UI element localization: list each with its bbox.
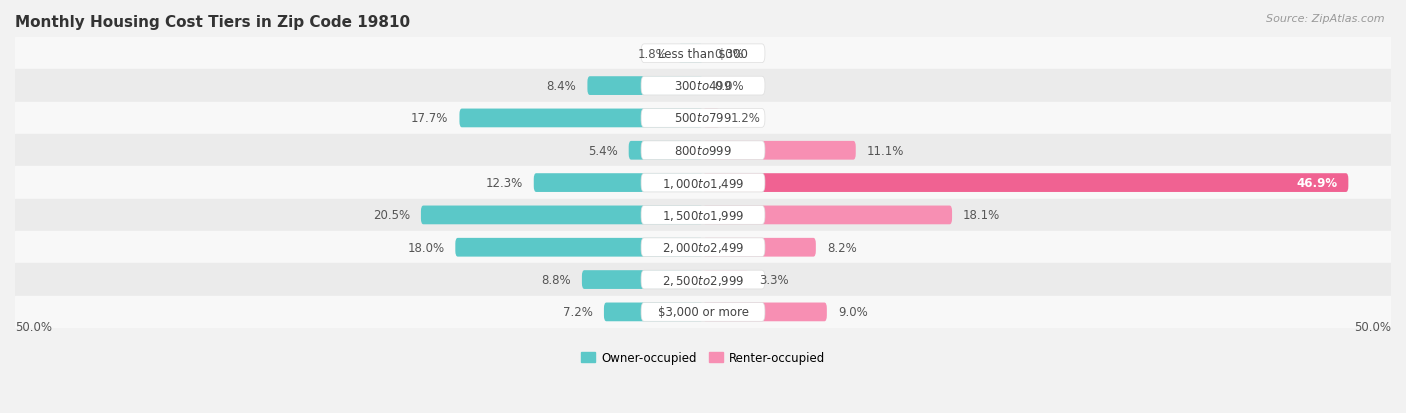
FancyBboxPatch shape: [605, 303, 703, 321]
FancyBboxPatch shape: [703, 271, 748, 289]
FancyBboxPatch shape: [641, 45, 765, 64]
Text: 8.4%: 8.4%: [547, 80, 576, 93]
Text: $2,500 to $2,999: $2,500 to $2,999: [662, 273, 744, 287]
FancyBboxPatch shape: [420, 206, 703, 225]
FancyBboxPatch shape: [703, 303, 827, 321]
Bar: [15, 296, 1391, 328]
Text: Source: ZipAtlas.com: Source: ZipAtlas.com: [1267, 14, 1385, 24]
Text: 3.3%: 3.3%: [759, 273, 789, 286]
FancyBboxPatch shape: [641, 206, 765, 225]
Text: Less than $300: Less than $300: [658, 47, 748, 61]
Bar: [15, 135, 1391, 167]
Text: 1.2%: 1.2%: [731, 112, 761, 125]
Text: 7.2%: 7.2%: [562, 306, 593, 318]
Text: $500 to $799: $500 to $799: [673, 112, 733, 125]
Text: 50.0%: 50.0%: [1354, 320, 1391, 333]
Text: 18.1%: 18.1%: [963, 209, 1000, 222]
Text: 9.0%: 9.0%: [838, 306, 868, 318]
FancyBboxPatch shape: [703, 206, 952, 225]
FancyBboxPatch shape: [582, 271, 703, 289]
Text: 8.8%: 8.8%: [541, 273, 571, 286]
Text: Monthly Housing Cost Tiers in Zip Code 19810: Monthly Housing Cost Tiers in Zip Code 1…: [15, 15, 411, 30]
Text: $1,000 to $1,499: $1,000 to $1,499: [662, 176, 744, 190]
FancyBboxPatch shape: [534, 174, 703, 192]
Text: 20.5%: 20.5%: [373, 209, 411, 222]
FancyBboxPatch shape: [641, 303, 765, 321]
Text: $2,000 to $2,499: $2,000 to $2,499: [662, 241, 744, 255]
FancyBboxPatch shape: [703, 238, 815, 257]
FancyBboxPatch shape: [641, 238, 765, 257]
Bar: [15, 38, 1391, 70]
Text: 12.3%: 12.3%: [485, 177, 523, 190]
FancyBboxPatch shape: [703, 109, 720, 128]
FancyBboxPatch shape: [641, 109, 765, 128]
Text: $300 to $499: $300 to $499: [673, 80, 733, 93]
Text: 18.0%: 18.0%: [408, 241, 444, 254]
Text: $800 to $999: $800 to $999: [673, 145, 733, 157]
FancyBboxPatch shape: [641, 77, 765, 96]
FancyBboxPatch shape: [456, 238, 703, 257]
FancyBboxPatch shape: [703, 174, 1348, 192]
Text: 11.1%: 11.1%: [866, 145, 904, 157]
FancyBboxPatch shape: [678, 45, 703, 64]
Text: $1,500 to $1,999: $1,500 to $1,999: [662, 209, 744, 222]
FancyBboxPatch shape: [628, 142, 703, 160]
Bar: [15, 232, 1391, 264]
Text: 0.0%: 0.0%: [714, 80, 744, 93]
FancyBboxPatch shape: [703, 142, 856, 160]
Text: $3,000 or more: $3,000 or more: [658, 306, 748, 318]
Bar: [15, 264, 1391, 296]
Text: 0.0%: 0.0%: [714, 47, 744, 61]
Text: 46.9%: 46.9%: [1296, 177, 1337, 190]
FancyBboxPatch shape: [588, 77, 703, 96]
Bar: [15, 199, 1391, 232]
FancyBboxPatch shape: [460, 109, 703, 128]
Text: 1.8%: 1.8%: [637, 47, 668, 61]
Text: 5.4%: 5.4%: [588, 145, 617, 157]
Text: 17.7%: 17.7%: [411, 112, 449, 125]
FancyBboxPatch shape: [641, 142, 765, 160]
Legend: Owner-occupied, Renter-occupied: Owner-occupied, Renter-occupied: [576, 347, 830, 369]
Bar: [15, 167, 1391, 199]
Bar: [15, 70, 1391, 102]
FancyBboxPatch shape: [641, 271, 765, 289]
FancyBboxPatch shape: [641, 174, 765, 192]
Text: 50.0%: 50.0%: [15, 320, 52, 333]
Text: 8.2%: 8.2%: [827, 241, 856, 254]
Bar: [15, 102, 1391, 135]
